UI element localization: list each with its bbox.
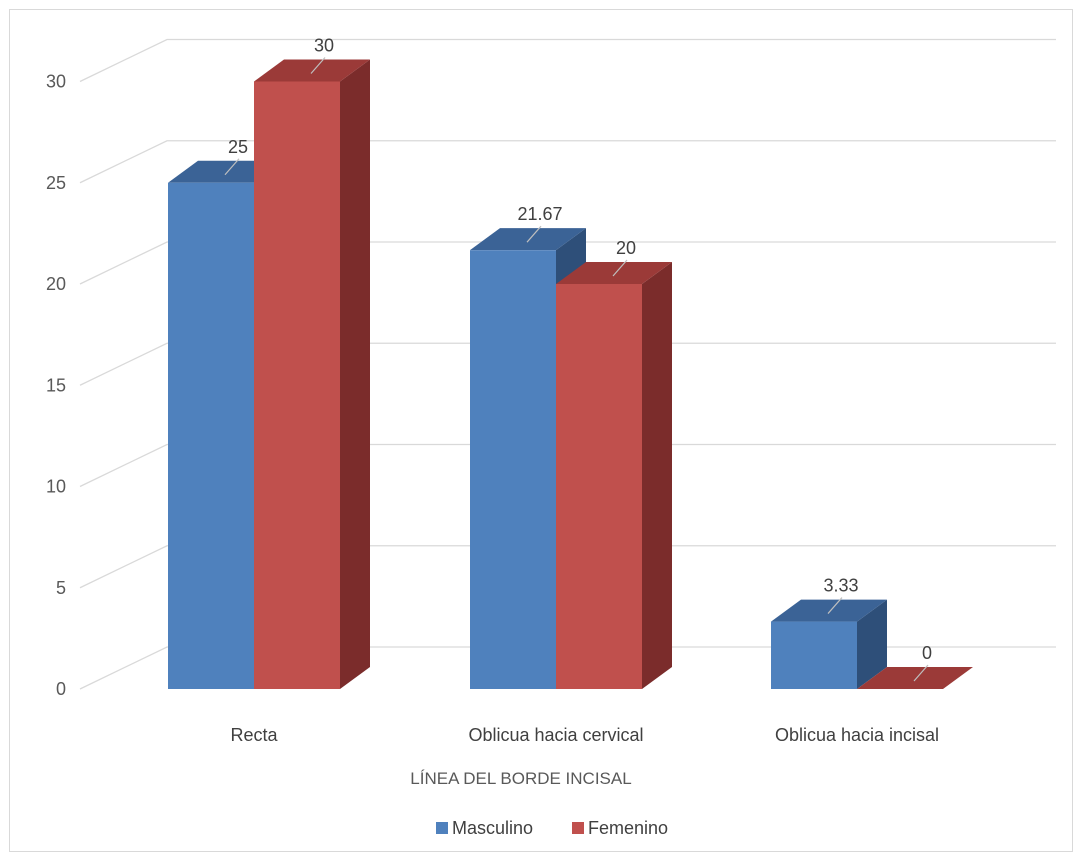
data-label-leader (224, 158, 240, 176)
grid-layer (79, 38, 1056, 690)
chart-svg: 0 5 10 15 20 25 30 25 30 21.67 20 3.33 0 Recta Oblic… (46, 36, 1056, 838)
legend-swatch (572, 822, 584, 834)
gridline (79, 38, 1056, 83)
y-axis: 0 5 10 15 20 25 30 (46, 72, 66, 700)
chart-frame: 0 5 10 15 20 25 30 25 30 21.67 20 3.33 0 Recta Oblic… (9, 9, 1073, 852)
x-tick-label: Recta (230, 725, 278, 745)
gridline (79, 140, 1056, 184)
bar-side (642, 262, 672, 689)
bar-masculino (771, 599, 887, 689)
y-tick-label: 20 (46, 274, 66, 294)
bar-front (470, 250, 556, 689)
bar-front (254, 81, 340, 689)
legend-label: Femenino (588, 818, 668, 838)
legend-swatch (436, 822, 448, 834)
bar-femenino (857, 667, 973, 689)
gridline (79, 545, 1056, 589)
x-axis: Recta Oblicua hacia cervical Oblicua hacia… (230, 725, 939, 745)
x-axis-title: LÍNEA DEL BORDE INCISAL (410, 769, 631, 788)
bar-top (857, 667, 973, 689)
y-tick-label: 30 (46, 72, 66, 92)
bar-femenino (556, 262, 672, 689)
bars-layer (168, 59, 973, 689)
bar-front (771, 621, 857, 689)
data-label-leader (612, 259, 628, 277)
bar-side (857, 599, 887, 689)
legend-label: Masculino (452, 818, 533, 838)
data-labels-layer: 25 30 21.67 20 3.33 0 (224, 36, 932, 682)
bar-top (254, 59, 370, 82)
data-label-leader (526, 225, 542, 243)
bar-front (556, 284, 642, 689)
data-label: 3.33 (823, 576, 858, 596)
x-tick-label: Oblicua hacia cervical (468, 725, 643, 745)
bar-femenino (254, 59, 370, 689)
bar-top (771, 599, 887, 622)
gridline (79, 646, 1056, 690)
y-tick-label: 0 (56, 679, 66, 699)
data-label-leader (827, 597, 843, 614)
data-label-leader (310, 57, 326, 74)
data-label: 21.67 (517, 204, 562, 224)
bar-top (470, 228, 586, 251)
data-label: 0 (922, 643, 932, 663)
legend: Masculino Femenino (436, 818, 668, 838)
gridline (79, 342, 1056, 386)
bar-top (556, 262, 672, 284)
x-tick-label: Oblicua hacia incisal (775, 725, 939, 745)
data-label-leader (913, 664, 929, 682)
y-tick-label: 5 (56, 578, 66, 598)
gridline (79, 241, 1056, 285)
data-label: 20 (616, 238, 636, 258)
y-tick-label: 10 (46, 477, 66, 497)
data-label: 25 (228, 137, 248, 157)
bar-side (340, 59, 370, 689)
y-tick-label: 15 (46, 375, 66, 395)
y-tick-label: 25 (46, 173, 66, 193)
gridline (79, 443, 1056, 488)
bar-front (168, 182, 254, 689)
data-label: 30 (314, 36, 334, 56)
